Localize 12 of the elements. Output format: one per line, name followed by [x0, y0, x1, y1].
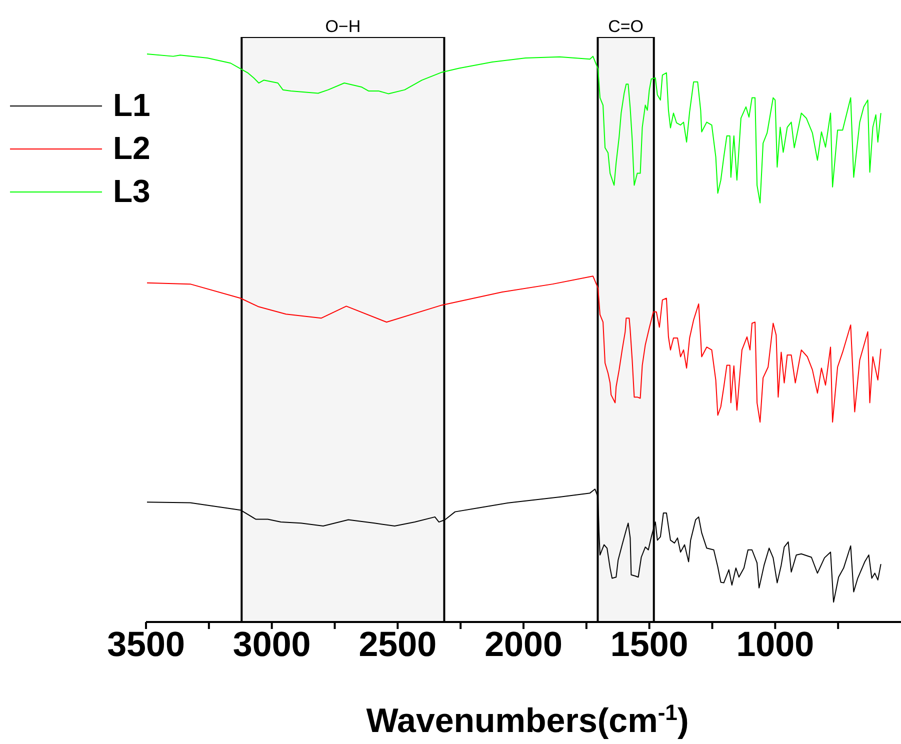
- x-tick-label: 2000: [484, 624, 562, 664]
- x-axis-title: Wavenumbers(cm$^{-1}$): [366, 700, 689, 740]
- x-tick-label: 1500: [610, 624, 688, 664]
- x-tick-label: 2500: [358, 624, 437, 664]
- legend-label: L2: [113, 130, 150, 167]
- band-label: O−H: [325, 17, 361, 36]
- legend-label: L1: [113, 87, 150, 124]
- x-tick-label: 3000: [232, 624, 311, 664]
- x-tick-label: 3500: [107, 624, 185, 664]
- legend-label: L3: [113, 173, 150, 210]
- x-tick-label: 1000: [736, 624, 814, 664]
- band-label: C=O: [608, 17, 644, 36]
